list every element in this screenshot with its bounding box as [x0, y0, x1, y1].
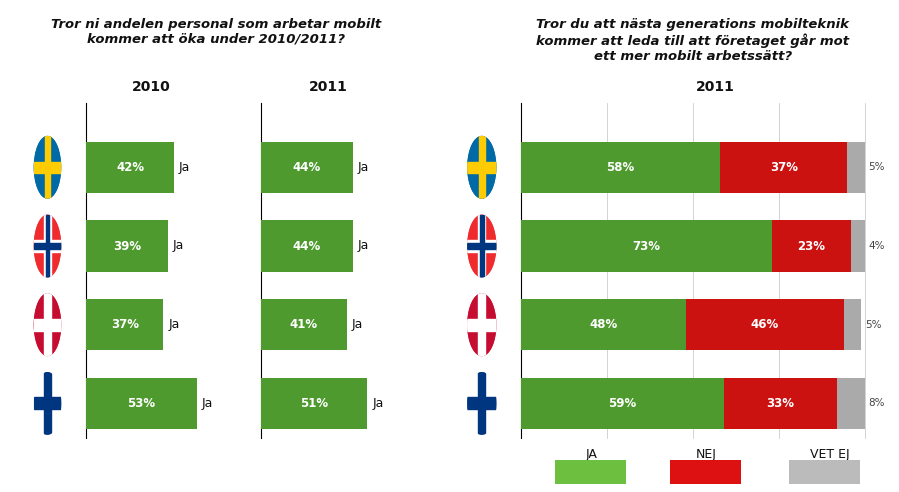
Text: 73%: 73%: [632, 240, 660, 252]
Bar: [261, 299, 347, 350]
PathPatch shape: [33, 293, 61, 356]
FancyBboxPatch shape: [46, 215, 49, 277]
Bar: [86, 142, 174, 193]
Bar: [521, 142, 720, 193]
Bar: [521, 299, 686, 350]
Text: 46%: 46%: [751, 318, 779, 331]
FancyBboxPatch shape: [555, 460, 627, 484]
Bar: [521, 378, 724, 429]
Text: 2010: 2010: [131, 80, 171, 93]
Bar: [837, 378, 865, 429]
FancyBboxPatch shape: [467, 162, 496, 173]
FancyBboxPatch shape: [33, 319, 61, 331]
Text: VET EJ: VET EJ: [810, 448, 850, 461]
FancyBboxPatch shape: [467, 243, 496, 249]
Text: 51%: 51%: [300, 397, 328, 410]
Circle shape: [33, 293, 61, 356]
Text: 33%: 33%: [766, 397, 795, 410]
FancyBboxPatch shape: [33, 162, 61, 173]
Text: JA: JA: [586, 448, 598, 461]
Text: Ja: Ja: [358, 161, 369, 174]
Text: 8%: 8%: [868, 399, 885, 408]
FancyBboxPatch shape: [480, 215, 484, 277]
Text: 42%: 42%: [116, 161, 144, 174]
Circle shape: [467, 293, 496, 356]
PathPatch shape: [33, 372, 61, 435]
Text: 23%: 23%: [797, 240, 825, 252]
Circle shape: [33, 215, 61, 277]
Bar: [261, 220, 352, 272]
FancyBboxPatch shape: [478, 215, 485, 277]
Text: NEJ: NEJ: [696, 448, 717, 461]
PathPatch shape: [467, 293, 496, 356]
FancyBboxPatch shape: [45, 136, 50, 199]
Text: Ja: Ja: [358, 240, 369, 252]
Text: 44%: 44%: [293, 240, 321, 252]
Bar: [771, 220, 850, 272]
Text: 37%: 37%: [770, 161, 797, 174]
Circle shape: [467, 215, 496, 277]
FancyBboxPatch shape: [44, 293, 50, 356]
Text: 41%: 41%: [289, 318, 318, 331]
Text: 39%: 39%: [113, 240, 141, 252]
Text: Tror ni andelen personal som arbetar mobilt
kommer att öka under 2010/2011?: Tror ni andelen personal som arbetar mob…: [50, 18, 381, 46]
Text: 5%: 5%: [868, 162, 885, 172]
PathPatch shape: [467, 136, 496, 199]
FancyBboxPatch shape: [479, 136, 485, 199]
Text: 4%: 4%: [868, 241, 885, 251]
Text: 48%: 48%: [589, 318, 618, 331]
Bar: [720, 142, 848, 193]
PathPatch shape: [467, 372, 496, 435]
Bar: [686, 299, 844, 350]
Text: Ja: Ja: [169, 318, 180, 331]
Text: Ja: Ja: [179, 161, 191, 174]
FancyBboxPatch shape: [33, 240, 61, 252]
FancyBboxPatch shape: [789, 460, 860, 484]
Bar: [261, 378, 368, 429]
Text: 59%: 59%: [608, 397, 636, 410]
Text: 2011: 2011: [696, 80, 735, 93]
FancyBboxPatch shape: [33, 243, 61, 249]
Bar: [261, 142, 352, 193]
FancyBboxPatch shape: [44, 215, 50, 277]
PathPatch shape: [33, 215, 61, 277]
Text: 53%: 53%: [128, 397, 156, 410]
Text: Ja: Ja: [352, 318, 363, 331]
Text: Tror du att nästa generations mobilteknik
kommer att leda till att företaget går: Tror du att nästa generations mobiltekni…: [536, 18, 850, 62]
Bar: [86, 378, 197, 429]
PathPatch shape: [467, 215, 496, 277]
FancyBboxPatch shape: [478, 372, 485, 435]
FancyBboxPatch shape: [467, 240, 496, 252]
Text: 5%: 5%: [865, 320, 881, 330]
FancyBboxPatch shape: [670, 460, 741, 484]
Bar: [850, 220, 865, 272]
Text: Ja: Ja: [202, 397, 213, 410]
PathPatch shape: [33, 136, 61, 199]
Circle shape: [467, 136, 496, 199]
Bar: [86, 299, 164, 350]
Text: 37%: 37%: [111, 318, 138, 331]
FancyBboxPatch shape: [478, 293, 485, 356]
Bar: [848, 142, 865, 193]
Text: Ja: Ja: [372, 397, 384, 410]
FancyBboxPatch shape: [33, 398, 61, 409]
Circle shape: [467, 372, 496, 435]
FancyBboxPatch shape: [467, 319, 496, 331]
Circle shape: [33, 136, 61, 199]
Bar: [521, 220, 771, 272]
Bar: [844, 299, 861, 350]
Text: 58%: 58%: [606, 161, 635, 174]
Text: Ja: Ja: [173, 240, 184, 252]
Bar: [724, 378, 837, 429]
Bar: [86, 220, 167, 272]
Circle shape: [33, 372, 61, 435]
FancyBboxPatch shape: [467, 398, 496, 409]
Text: 44%: 44%: [293, 161, 321, 174]
Text: 2011: 2011: [308, 80, 347, 93]
FancyBboxPatch shape: [44, 372, 50, 435]
